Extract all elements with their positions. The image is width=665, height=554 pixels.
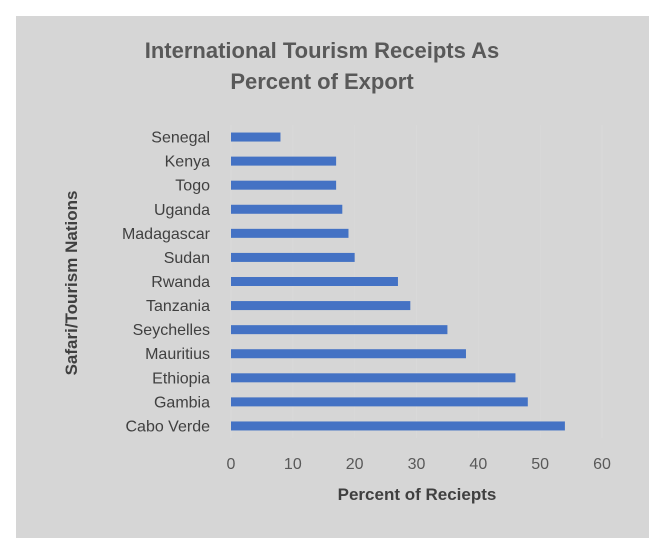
category-label: Senegal <box>151 130 210 147</box>
x-tick-label: 30 <box>408 456 426 473</box>
category-label: Sudan <box>164 250 210 267</box>
x-tick-labels: 0 10 20 30 40 50 60 <box>227 456 611 473</box>
category-label: Ethiopia <box>152 370 210 387</box>
y-axis-label: Safari/Tourism Nations <box>62 191 81 376</box>
bars-group <box>231 132 565 431</box>
bar <box>231 156 337 166</box>
category-label: Tanzania <box>146 298 210 315</box>
bar <box>231 325 448 335</box>
chart-title-line2: Percent of Export <box>230 69 414 94</box>
x-tick-label: 0 <box>227 456 236 473</box>
category-label: Uganda <box>154 202 210 219</box>
bar <box>231 204 343 214</box>
category-label: Kenya <box>165 154 210 171</box>
bar <box>231 421 565 431</box>
category-label: Togo <box>175 178 210 195</box>
bar <box>231 301 411 311</box>
category-label: Madagascar <box>122 226 211 243</box>
x-tick-label: 60 <box>593 456 611 473</box>
category-label: Gambia <box>154 394 210 411</box>
bar <box>231 349 466 359</box>
chart-title-line1: International Tourism Receipts As <box>145 38 500 63</box>
bar <box>231 180 337 190</box>
category-label: Rwanda <box>151 274 210 291</box>
bar <box>231 373 516 383</box>
bar <box>231 252 355 262</box>
category-label: Mauritius <box>145 346 210 363</box>
x-tick-label: 10 <box>284 456 302 473</box>
bar <box>231 397 528 407</box>
x-tick-label: 20 <box>346 456 364 473</box>
bar <box>231 132 281 142</box>
bar <box>231 277 398 286</box>
category-labels: Senegal Kenya Togo Uganda Madagascar Sudan Rwa… <box>122 130 211 436</box>
category-label: Cabo Verde <box>125 418 210 435</box>
x-axis-label: Percent of Reciepts <box>338 485 497 504</box>
bar <box>231 228 349 238</box>
x-tick-label: 50 <box>531 456 549 473</box>
category-label: Seychelles <box>133 322 210 339</box>
x-tick-label: 40 <box>469 456 487 473</box>
